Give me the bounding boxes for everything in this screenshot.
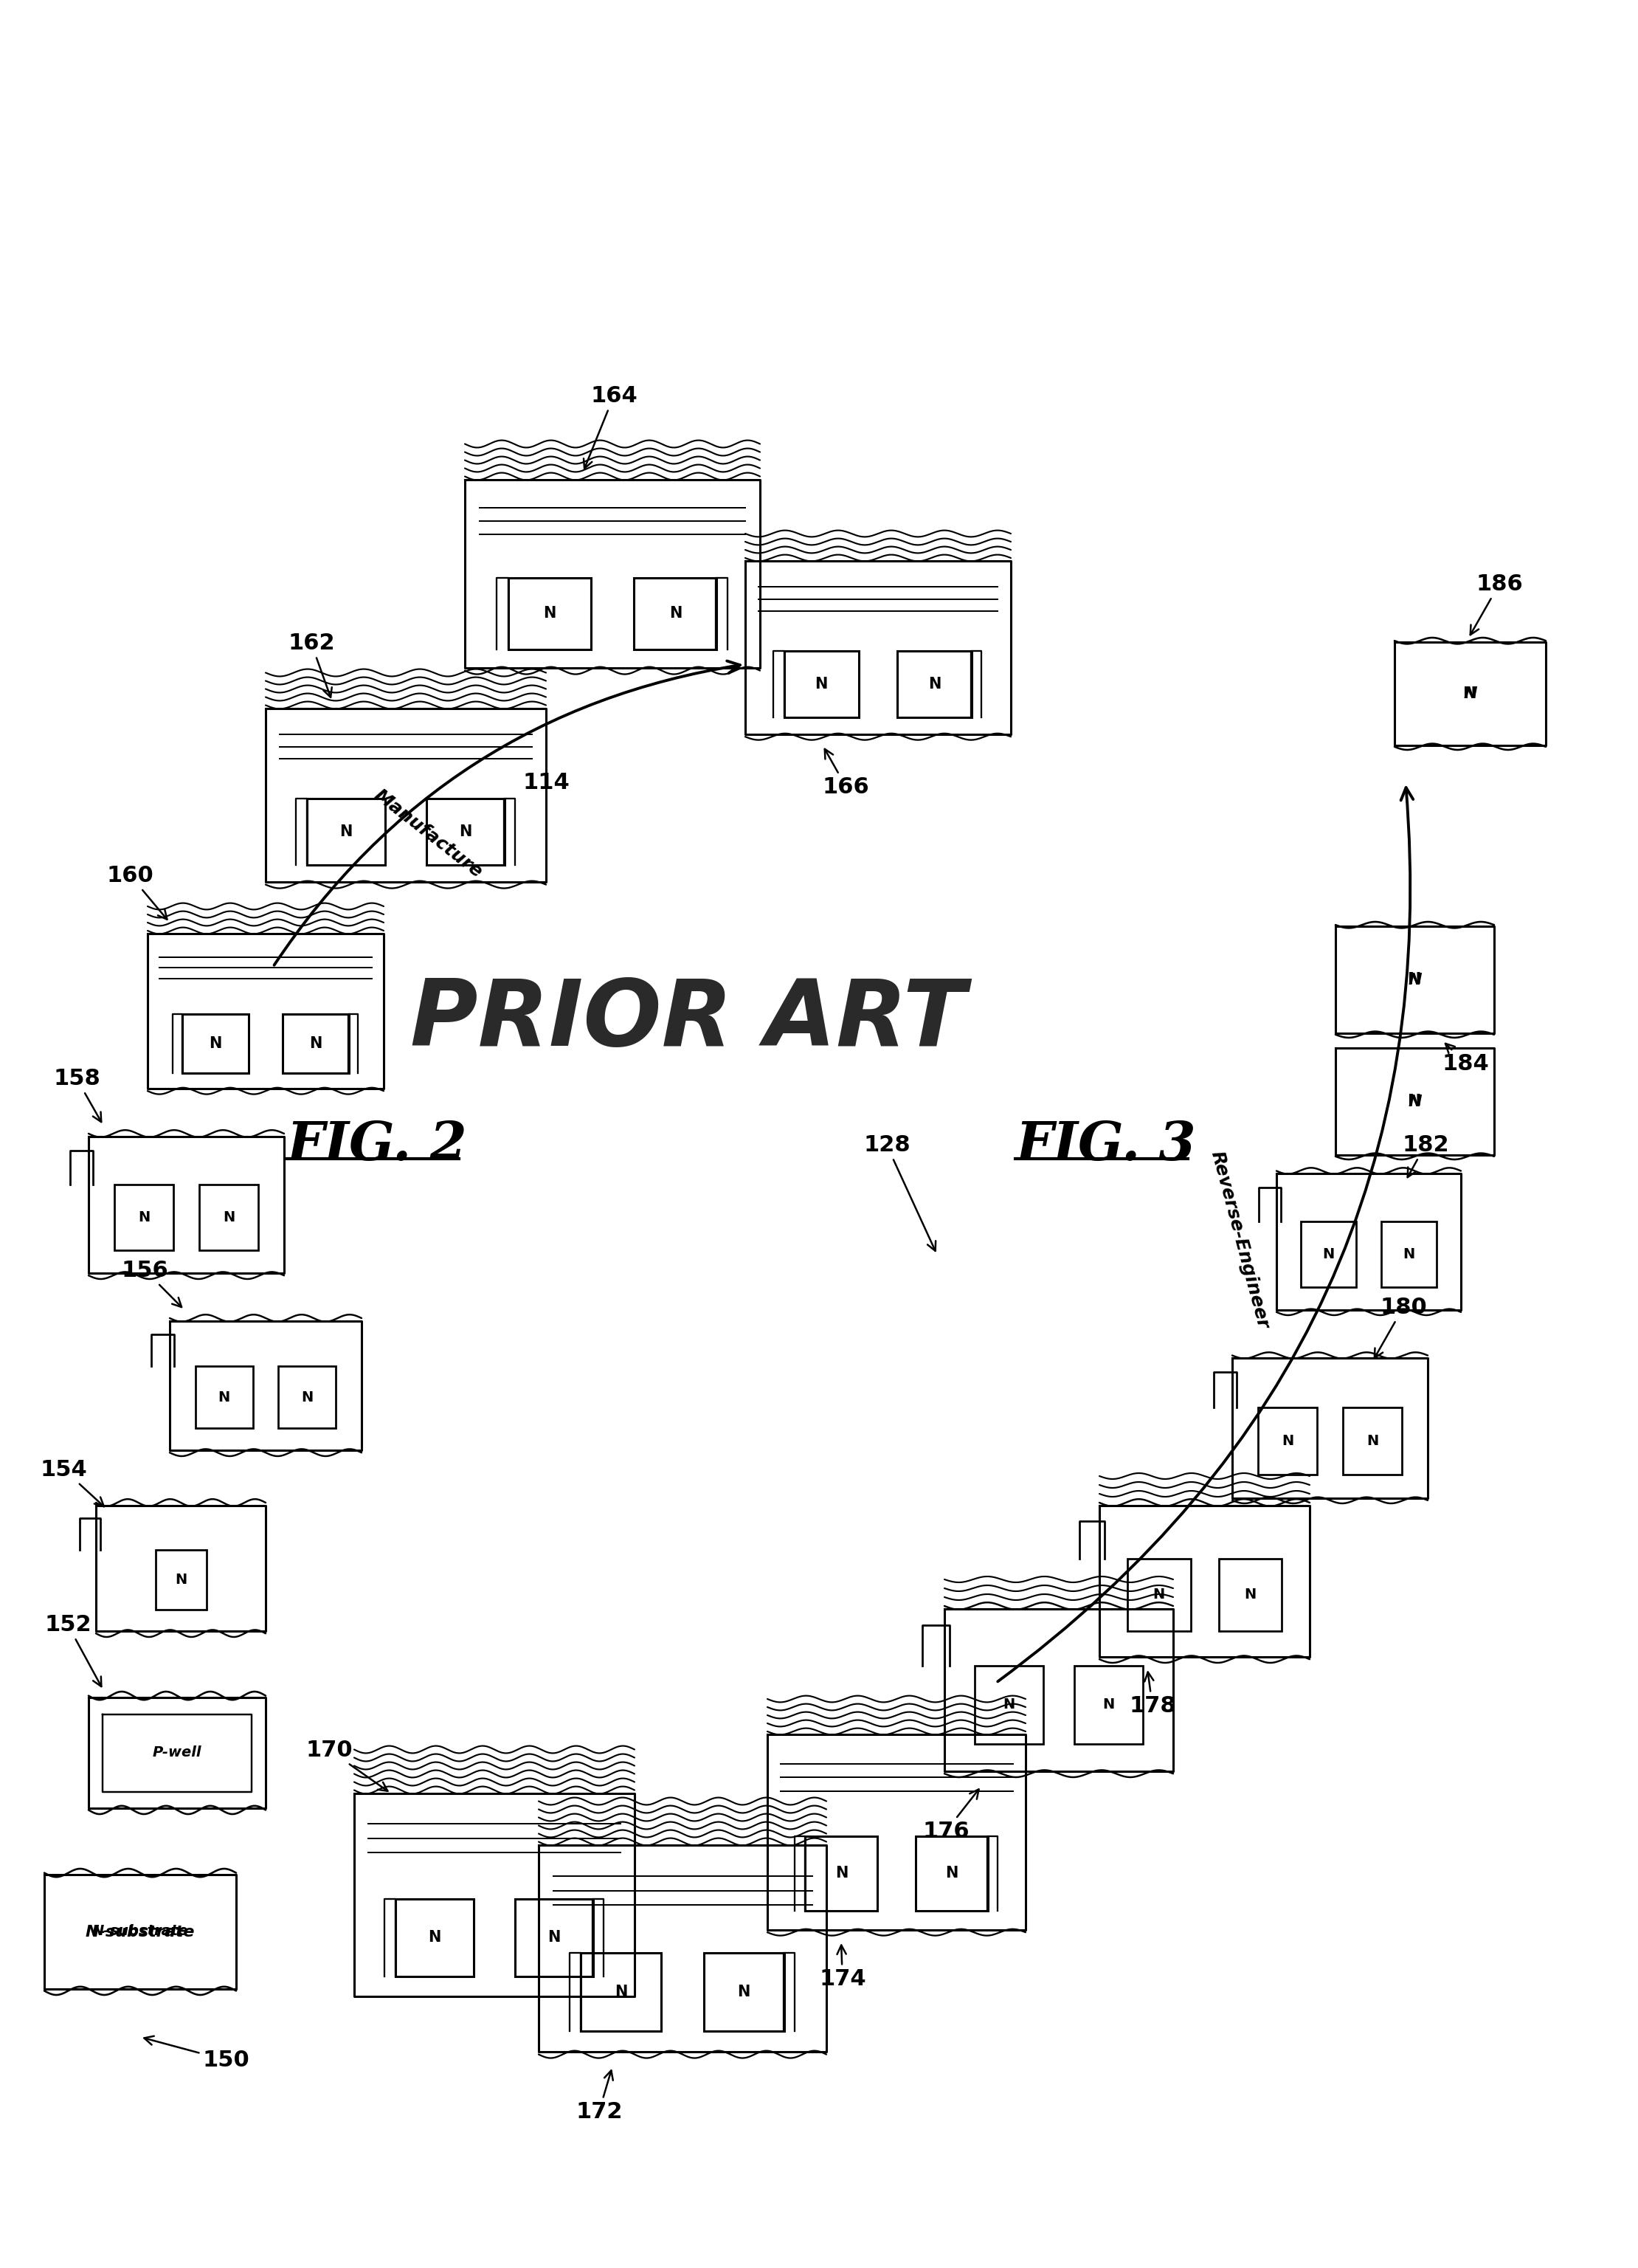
Bar [704, 1953, 785, 2032]
Bar [115, 1184, 174, 1250]
Text: N: N [614, 1984, 627, 1998]
Text: N: N [835, 1867, 848, 1880]
Bar [426, 798, 505, 864]
Text: N: N [310, 1036, 323, 1050]
FancyArrowPatch shape [274, 660, 740, 966]
Text: N: N [339, 823, 352, 839]
Text: N: N [1102, 1699, 1114, 1712]
Bar [975, 1665, 1043, 1744]
Text: N: N [816, 676, 827, 692]
Text: 174: 174 [819, 1946, 867, 1989]
Text: N: N [1409, 973, 1422, 987]
Text: 182: 182 [1402, 1134, 1450, 1177]
Bar [195, 1365, 252, 1429]
Bar [1075, 1665, 1143, 1744]
Text: PRIOR ART: PRIOR ART [410, 975, 966, 1066]
Text: Reverse-Engineer: Reverse-Engineer [1207, 1150, 1271, 1331]
Text: N: N [945, 1867, 958, 1880]
Text: 158: 158 [52, 1068, 102, 1123]
Bar [1343, 1406, 1402, 1474]
Bar [514, 1898, 593, 1975]
Text: N: N [1407, 973, 1422, 987]
Text: N-substrate: N-substrate [92, 1926, 188, 1939]
Bar [785, 651, 858, 717]
FancyArrowPatch shape [998, 787, 1414, 1681]
Text: 164: 164 [583, 386, 637, 469]
Text: N: N [544, 606, 555, 621]
Text: 180: 180 [1374, 1297, 1427, 1359]
Text: N: N [301, 1390, 313, 1404]
Bar [634, 578, 717, 649]
Bar [1127, 1558, 1191, 1631]
Text: N: N [1153, 1588, 1165, 1601]
Text: 150: 150 [144, 2037, 251, 2071]
Text: N: N [138, 1211, 151, 1225]
Text: N: N [1002, 1699, 1016, 1712]
Text: N: N [737, 1984, 750, 1998]
Bar [182, 1014, 249, 1073]
Bar [508, 578, 591, 649]
Text: N: N [459, 823, 472, 839]
Text: N: N [1407, 1093, 1422, 1109]
Text: N: N [1366, 1433, 1378, 1447]
Text: N: N [1324, 1247, 1335, 1261]
Bar [306, 798, 385, 864]
Text: 184: 184 [1443, 1043, 1489, 1075]
Bar [1258, 1406, 1317, 1474]
Bar [581, 1953, 662, 2032]
Bar [278, 1365, 336, 1429]
Text: P-well: P-well [152, 1746, 201, 1760]
Text: 114: 114 [523, 771, 570, 794]
Text: N: N [428, 1930, 441, 1946]
Text: 166: 166 [822, 748, 870, 798]
Bar [916, 1837, 988, 1910]
Bar [1219, 1558, 1281, 1631]
Text: N-substrate: N-substrate [85, 1926, 195, 1939]
Text: 172: 172 [575, 2071, 622, 2123]
Bar [156, 1549, 206, 1610]
Text: N: N [1463, 687, 1476, 701]
Text: N: N [208, 1036, 221, 1050]
Text: N: N [668, 606, 681, 621]
Text: 178: 178 [1129, 1672, 1176, 1717]
Text: N: N [223, 1211, 234, 1225]
Text: N: N [1245, 1588, 1256, 1601]
Bar [283, 1014, 349, 1073]
Bar [1381, 1220, 1437, 1286]
Text: 156: 156 [121, 1259, 182, 1306]
Text: FIG. 2: FIG. 2 [287, 1118, 467, 1173]
Text: 160: 160 [106, 864, 167, 919]
Text: 154: 154 [41, 1458, 103, 1506]
Text: 152: 152 [44, 1615, 102, 1687]
Text: FIG. 3: FIG. 3 [1016, 1118, 1196, 1173]
Text: 128: 128 [863, 1134, 935, 1252]
Text: N: N [218, 1390, 229, 1404]
Bar [200, 1184, 259, 1250]
Text: 170: 170 [306, 1740, 388, 1792]
Text: N: N [547, 1930, 560, 1946]
Text: N: N [175, 1572, 187, 1588]
Bar [806, 1837, 878, 1910]
Text: 186: 186 [1471, 574, 1523, 635]
Bar [395, 1898, 473, 1975]
Text: Manufacture: Manufacture [370, 787, 485, 882]
Text: N: N [929, 676, 942, 692]
Text: 176: 176 [922, 1789, 980, 1842]
Text: N: N [1409, 1093, 1422, 1109]
Bar [898, 651, 971, 717]
Text: N: N [1402, 1247, 1415, 1261]
Bar [1301, 1220, 1356, 1286]
Text: N: N [1463, 687, 1477, 701]
Text: 162: 162 [288, 633, 334, 696]
Text: N: N [1281, 1433, 1294, 1447]
